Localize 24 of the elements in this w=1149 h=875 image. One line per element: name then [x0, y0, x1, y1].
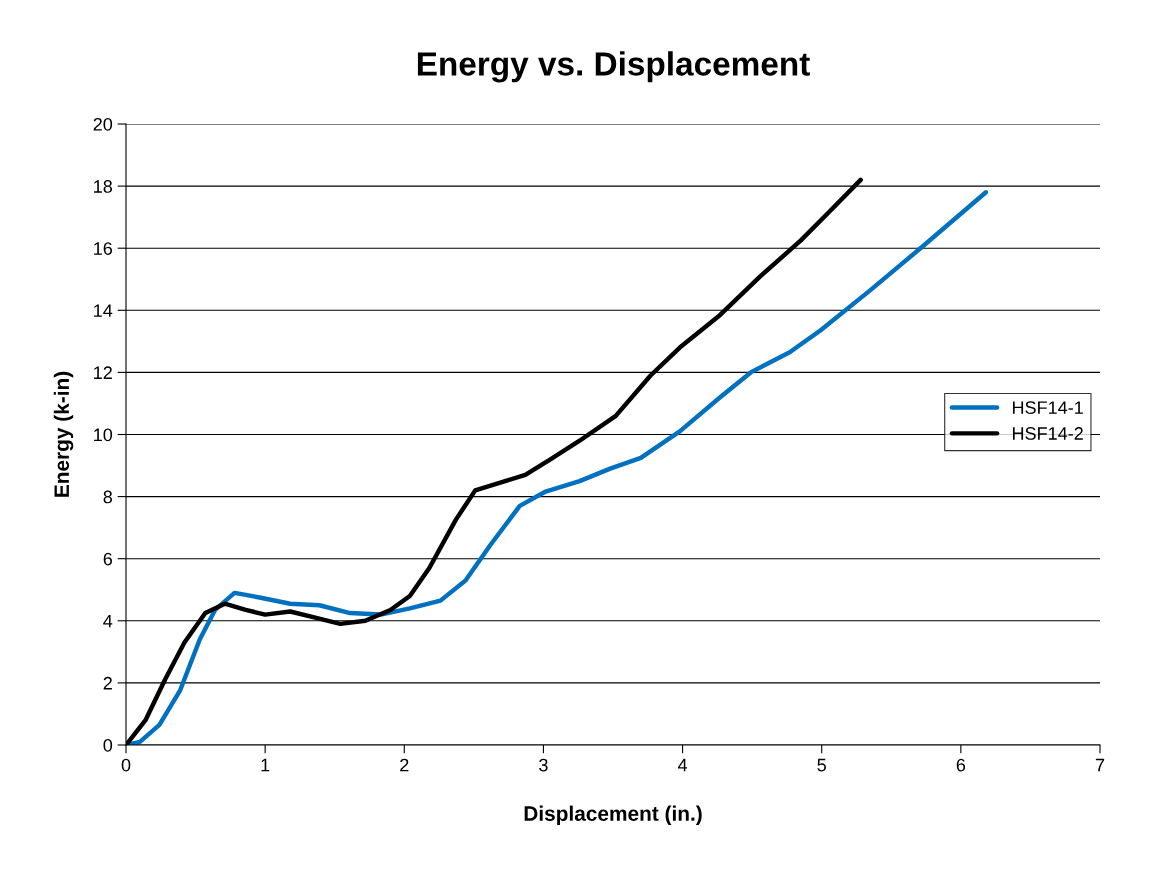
- y-tick-label: 16: [94, 242, 113, 255]
- x-tick-label: 5: [817, 758, 826, 772]
- chart-title: Energy vs. Displacement: [417, 51, 810, 83]
- x-axis-title: Displacement (in.): [524, 805, 702, 825]
- x-tick-label: 2: [400, 758, 409, 772]
- y-tick-label: 6: [103, 552, 113, 566]
- y-tick-label: 12: [94, 366, 112, 379]
- y-tick-label: 2: [103, 676, 112, 690]
- x-tick-label: 4: [677, 758, 688, 772]
- y-tick-label: 14: [94, 304, 113, 317]
- y-tick-label: 0: [103, 738, 113, 752]
- y-tick-label: 20: [93, 117, 113, 131]
- y-tick-label: 18: [94, 180, 113, 193]
- x-tick-label: 1: [261, 758, 270, 772]
- legend-label: HSF14-1: [1012, 401, 1083, 414]
- x-tick-label: 7: [1095, 758, 1105, 772]
- y-tick-label: 8: [103, 490, 113, 504]
- x-tick-label: 0: [121, 758, 131, 772]
- x-tick-label: 3: [539, 758, 548, 772]
- x-tick-label: 6: [956, 758, 966, 772]
- y-tick-label: 10: [94, 428, 113, 442]
- y-tick-label: 4: [103, 614, 113, 628]
- legend-label: HSF14-2: [1012, 427, 1083, 440]
- y-axis-title: Energy (k-in): [53, 371, 74, 497]
